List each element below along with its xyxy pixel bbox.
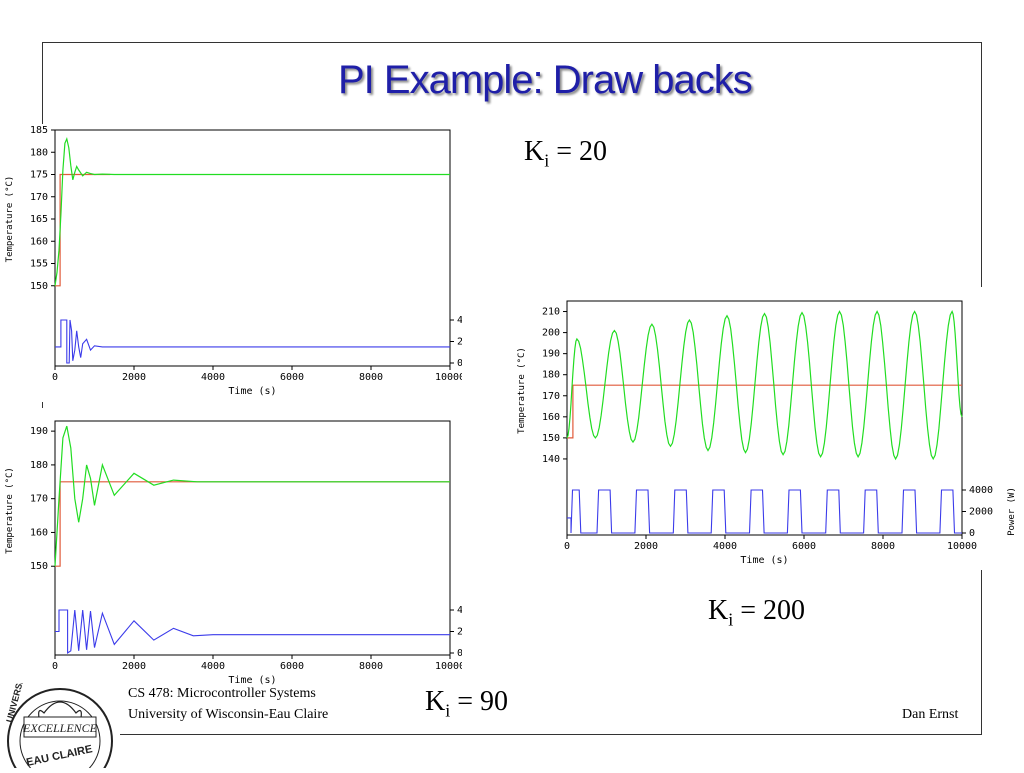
- plot-ki-200: 0 2000 4000 6000 8000 10000 140 150 160 170 180 190…: [512, 298, 1022, 570]
- y-tick-label-temp: 210: [542, 307, 560, 318]
- x-tick-label: 0: [52, 372, 58, 383]
- university-seal-icon: EXCELLENCE EAU CLAIRE UNIVERSITY OF WISC…: [4, 602, 116, 773]
- y-tick-label-temp: 165: [30, 214, 48, 225]
- y-tick-label-temp: 180: [30, 147, 48, 158]
- x-tick-label: 8000: [359, 372, 383, 383]
- ki-20-subscript: i: [544, 150, 550, 171]
- power-line: [55, 319, 450, 364]
- footer-university: University of Wisconsin-Eau Claire: [128, 707, 329, 722]
- footer-author: Dan Ernst: [902, 707, 959, 722]
- ki-90-value: = 90: [450, 686, 509, 717]
- slide-frame-left-segment: [42, 396, 43, 408]
- temperature-line: [566, 310, 963, 461]
- y-tick-label-power: 4000: [457, 315, 462, 326]
- plot-ki-90-svg: 0 2000 4000 6000 8000 10000 150 160 170 180 190 0 20…: [5, 420, 462, 686]
- y-tick-label-power: 0: [457, 358, 462, 369]
- power-line: [567, 489, 962, 534]
- power-line: [55, 609, 450, 655]
- y-tick-label-temp: 175: [30, 170, 48, 181]
- y-tick-label-power: 2000: [457, 627, 462, 638]
- slide-frame-top: [42, 42, 982, 43]
- x-axis-label: Time (s): [228, 386, 276, 397]
- y-tick-label-temp: 200: [542, 328, 560, 339]
- y-tick-label-temp: 170: [30, 192, 48, 203]
- temperature-line: [54, 425, 450, 567]
- y-tick-label-power: 0: [457, 648, 462, 659]
- y-tick-label-power: 4000: [969, 485, 993, 496]
- y-tick-label-temp: 155: [30, 259, 48, 270]
- x-tick-label: 2000: [122, 372, 146, 383]
- y-tick-label-temp: 170: [542, 391, 560, 402]
- y-tick-label-temp: 140: [542, 454, 560, 465]
- y-tick-label-temp: 160: [30, 527, 48, 538]
- x-tick-label: 2000: [122, 661, 146, 672]
- plot-frame: [566, 300, 963, 536]
- slide-frame-bottom: [120, 734, 982, 735]
- y-axis-label-temp: Temperature (°C): [5, 176, 15, 263]
- plot-ki-20-svg: 0 2000 4000 6000 8000 10000 150 155 160 165 170 175…: [5, 126, 462, 397]
- x-tick-label: 10000: [947, 541, 977, 552]
- y-tick-label-temp: 190: [30, 426, 48, 437]
- plot-ki-20: 0 2000 4000 6000 8000 10000 150 155 160 165 170 175…: [0, 126, 462, 402]
- x-tick-label: 4000: [201, 661, 225, 672]
- y-tick-label-temp: 190: [542, 349, 560, 360]
- setpoint-line: [567, 384, 962, 439]
- y-axis-label-temp: Temperature (°C): [5, 467, 15, 554]
- x-tick-label: 10000: [435, 372, 462, 383]
- y-tick-label-temp: 160: [542, 412, 560, 423]
- ki-20-label: Ki = 20: [524, 136, 607, 172]
- y-axis-label-power: Power (W): [1007, 487, 1017, 536]
- x-tick-label: 6000: [792, 541, 816, 552]
- x-tick-label: 0: [52, 661, 58, 672]
- x-tick-label: 8000: [359, 661, 383, 672]
- slide-frame-right: [981, 42, 982, 287]
- x-tick-label: 0: [564, 541, 570, 552]
- y-tick-label-temp: 180: [542, 370, 560, 381]
- y-tick-label-temp: 150: [542, 433, 560, 444]
- ki-20-prefix: K: [524, 136, 545, 167]
- y-tick-label-temp: 160: [30, 236, 48, 247]
- seal-eau-claire-text: EAU CLAIRE: [25, 743, 93, 768]
- ki-90-label: Ki = 90: [425, 686, 508, 722]
- ki-90-subscript: i: [445, 700, 451, 721]
- ki-200-subscript: i: [728, 609, 734, 630]
- x-tick-label: 8000: [871, 541, 895, 552]
- ki-20-value: = 20: [549, 136, 608, 167]
- y-tick-label-temp: 170: [30, 494, 48, 505]
- x-tick-label: 4000: [201, 372, 225, 383]
- y-tick-label-temp: 185: [30, 126, 48, 136]
- plot-frame: [54, 420, 451, 656]
- y-tick-label-power: 2000: [969, 507, 993, 518]
- footer-course: CS 478: Microcontroller Systems: [128, 686, 316, 701]
- y-tick-label-temp: 150: [30, 561, 48, 572]
- x-axis-label: Time (s): [740, 555, 788, 566]
- slide-frame-right-lower: [981, 570, 982, 735]
- y-tick-label-power: 2000: [457, 337, 462, 348]
- ki-200-prefix: K: [708, 595, 729, 626]
- ki-200-label: Ki = 200: [708, 595, 805, 631]
- x-tick-label: 6000: [280, 372, 304, 383]
- slide-title: PI Example: Draw backs: [338, 58, 753, 102]
- plot-ki-90: 0 2000 4000 6000 8000 10000 150 160 170 180 190 0 20…: [0, 415, 462, 687]
- y-tick-label-temp: 180: [30, 460, 48, 471]
- seal-excellence-text: EXCELLENCE: [22, 721, 98, 735]
- y-tick-label-temp: 150: [30, 281, 48, 292]
- x-axis-label: Time (s): [228, 675, 276, 686]
- x-tick-label: 2000: [634, 541, 658, 552]
- y-axis-label-temp: Temperature (°C): [517, 347, 527, 434]
- x-tick-label: 4000: [713, 541, 737, 552]
- x-tick-label: 6000: [280, 661, 304, 672]
- y-tick-label-power: 0: [969, 528, 975, 539]
- setpoint-line: [55, 173, 111, 287]
- temperature-line: [54, 136, 450, 286]
- plot-ki-200-svg: 0 2000 4000 6000 8000 10000140150160170180190…: [517, 300, 1017, 566]
- plot-frame: [54, 129, 451, 367]
- x-tick-label: 10000: [435, 661, 462, 672]
- slide-frame-left: [42, 42, 43, 124]
- seal-graphic: EXCELLENCE EAU CLAIRE UNIVERSITY OF WISC…: [4, 602, 113, 773]
- ki-200-value: = 200: [733, 595, 806, 626]
- ki-90-prefix: K: [425, 686, 446, 717]
- y-tick-label-power: 4000: [457, 605, 462, 616]
